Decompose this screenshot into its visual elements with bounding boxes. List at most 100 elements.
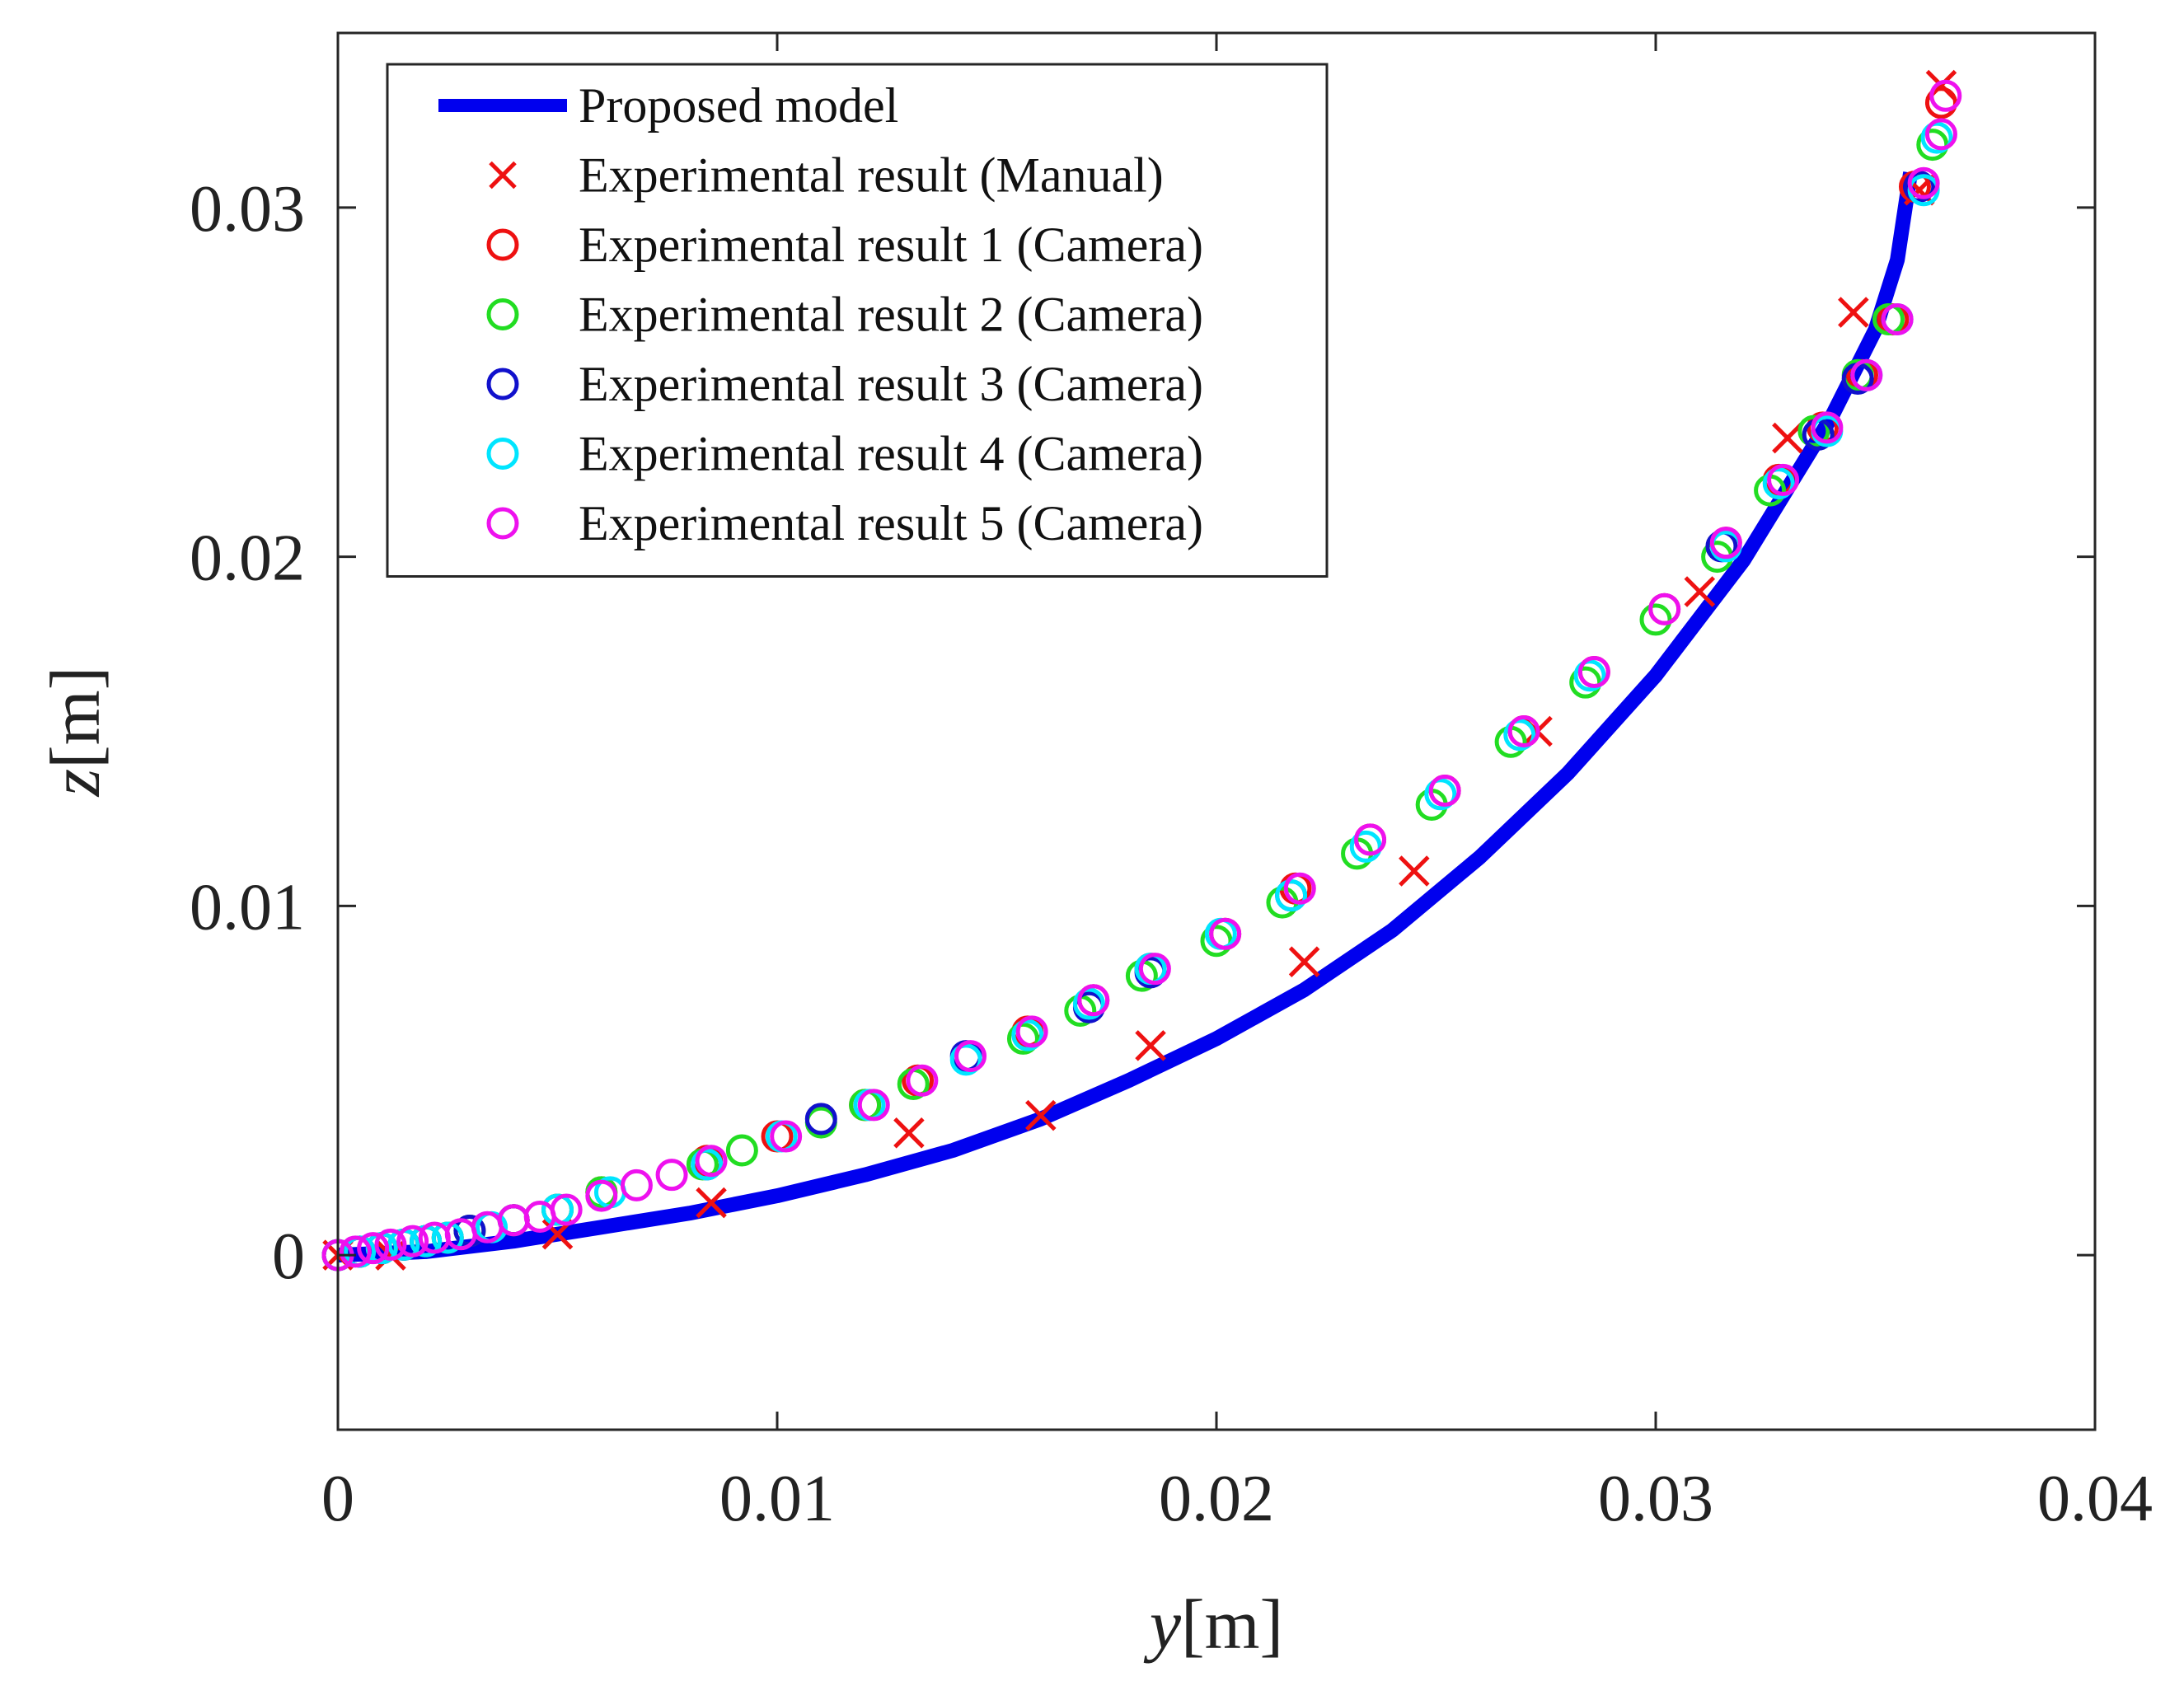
legend-circle-swatch	[486, 368, 519, 400]
series-6-circle-marker	[1767, 463, 1800, 496]
series-6-circle-marker	[770, 1120, 803, 1153]
y-axis-unit: [m]	[35, 667, 115, 769]
legend-label: Experimental result 1 (Camera)	[579, 218, 1203, 272]
series-6-circle-marker	[1209, 917, 1242, 950]
series-6-circle-marker	[1850, 358, 1883, 391]
series-6-circle-marker	[695, 1145, 728, 1178]
x-tick-label: 0	[321, 1463, 354, 1535]
series-6-group	[321, 79, 1962, 1272]
series-6-circle-marker	[906, 1064, 939, 1097]
series-3-circle-marker	[1797, 414, 1830, 447]
series-6-circle-marker	[620, 1168, 653, 1201]
series-5-circle-marker	[1573, 659, 1606, 692]
series-6-circle-marker	[1648, 592, 1681, 625]
x-axis-unit: [m]	[1181, 1585, 1283, 1664]
legend-label: Experimental result 3 (Camera)	[579, 357, 1203, 411]
series-6-circle-marker	[396, 1225, 429, 1257]
series-6-circle-marker	[585, 1179, 618, 1212]
x-tick-label: 0.01	[719, 1463, 835, 1535]
series-3-circle-marker	[1916, 129, 1949, 162]
legend-label: Experimental result (Manual)	[579, 148, 1164, 203]
series-4-circle-marker	[1903, 170, 1936, 203]
legend-circle-swatch	[486, 298, 519, 330]
series-5-circle-marker	[431, 1221, 464, 1254]
x-axis-var: y	[1143, 1585, 1182, 1664]
y-axis-var: z	[35, 769, 115, 797]
legend-label: Proposed model	[579, 78, 898, 133]
series-5-circle-marker	[1920, 121, 1953, 154]
legend-label: Experimental result 2 (Camera)	[579, 288, 1203, 342]
series-3-circle-marker	[1872, 302, 1905, 335]
series-6-circle-marker	[1138, 953, 1171, 986]
series-6-circle-marker	[1881, 302, 1914, 335]
y-tick-label: 0.01	[190, 871, 305, 944]
series-3-circle-marker	[725, 1134, 758, 1167]
x-tick-label: 0.03	[1598, 1463, 1713, 1535]
manual-x-marker	[1135, 1030, 1166, 1061]
series-6-circle-marker	[1354, 823, 1387, 856]
series-5-circle-marker	[1503, 719, 1536, 752]
series-6-circle-marker	[1507, 715, 1540, 747]
series-5-circle-marker	[541, 1193, 574, 1226]
series-3-circle-marker	[1569, 666, 1602, 699]
manual-x-marker	[1838, 297, 1869, 328]
legend-circle-swatch	[486, 228, 519, 261]
series-6-circle-marker	[655, 1159, 688, 1192]
series-3-circle-marker	[1200, 925, 1233, 958]
series-5-circle-marker	[1072, 987, 1105, 1020]
legend-label: Experimental result 4 (Camera)	[579, 427, 1203, 481]
manual-x-marker	[696, 1187, 727, 1219]
legend: Proposed model Experimental result (Manua…	[386, 63, 1329, 578]
manual-x-marker	[1684, 576, 1716, 607]
manual-x-marker	[893, 1117, 925, 1149]
series-5-circle-marker	[1762, 467, 1795, 500]
y-tick-label: 0	[272, 1220, 305, 1293]
series-6-circle-marker	[374, 1228, 407, 1261]
y-axis-label: z[m]	[35, 667, 115, 798]
series-6-circle-marker	[1283, 872, 1316, 905]
series-6-circle-marker	[1577, 655, 1610, 688]
tick-group: 0 0.01 0.02 0.03 0.04 0 0.01 0.02 0.03	[190, 33, 2153, 1535]
y-tick-label: 0.02	[190, 522, 305, 595]
manual-x-marker	[1288, 946, 1320, 977]
series-5-circle-marker	[691, 1148, 724, 1181]
series-6-circle-marker	[550, 1193, 583, 1226]
series-6-circle-marker	[1907, 166, 1940, 199]
series-5-circle-marker	[1349, 830, 1382, 863]
series-6-circle-marker	[339, 1235, 372, 1268]
series-6-circle-marker	[1077, 984, 1110, 1017]
series-6-circle-marker	[954, 1040, 987, 1073]
x-tick-label: 0.02	[1159, 1463, 1274, 1535]
series-5-circle-marker	[949, 1043, 982, 1076]
manual-x-marker	[1399, 855, 1430, 887]
manual-x-marker	[1025, 1099, 1057, 1131]
series-3-circle-marker	[1639, 603, 1672, 636]
legend-circle-swatch	[486, 507, 519, 540]
proposed-model-line	[337, 171, 1919, 1263]
legend-circle-swatch	[486, 438, 519, 470]
legend-label: Experimental result 5 (Camera)	[579, 496, 1203, 550]
series-4-circle-marker	[804, 1103, 837, 1136]
series-6-circle-marker	[1428, 775, 1461, 808]
series-6-circle-marker	[857, 1089, 890, 1122]
series-5-circle-marker	[1011, 1019, 1044, 1051]
series-6-circle-marker	[1709, 527, 1742, 560]
x-axis-label: y[m]	[1143, 1585, 1283, 1664]
series-6-circle-marker	[357, 1232, 390, 1265]
series-6-circle-marker	[1811, 411, 1844, 444]
series-6-circle-marker	[1929, 79, 1962, 112]
manual-x-marker	[1772, 422, 1803, 454]
series-3-circle-marker	[1006, 1022, 1039, 1055]
series-2-circle-marker	[1924, 87, 1957, 119]
series-6-circle-marker	[1924, 118, 1957, 151]
series-5-circle-marker	[1424, 778, 1457, 811]
series-6-circle-marker	[1015, 1015, 1048, 1048]
y-tick-label: 0.03	[190, 173, 305, 246]
series-5-circle-marker	[1275, 879, 1308, 912]
legend-box	[386, 63, 1329, 578]
x-tick-label: 0.04	[2037, 1463, 2153, 1535]
legend-x-swatch	[489, 161, 517, 190]
series-0-group	[337, 171, 1919, 1263]
